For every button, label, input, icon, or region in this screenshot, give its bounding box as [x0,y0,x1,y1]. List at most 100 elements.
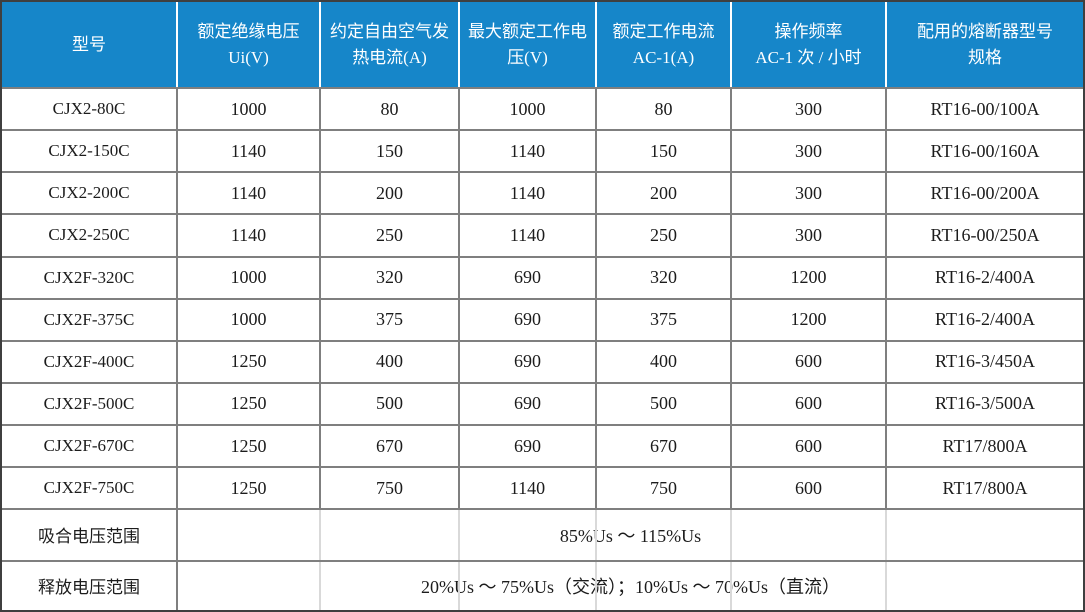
pickup-voltage-range: 85%Us ～ 115%Us [559,525,702,546]
faint-column-separator [885,510,887,560]
faint-column-separator [730,510,732,560]
cell-value: 320 [319,255,460,300]
table-row: CJX2-250C 1140 250 1140 250 300 RT16-00/250A [2,213,1083,258]
cell-value: RT17/800A [885,423,1083,469]
cell-value: RT16-00/160A [885,129,1083,174]
cell-value: 1250 [176,339,321,384]
faint-column-separator [730,561,732,610]
cell-model: CJX2-200C [2,171,178,216]
faint-column-separator [885,561,887,610]
col-header-working-current: 额定工作电流 AC-1(A) [595,2,732,89]
cell-value: 300 [730,171,887,216]
col-header-fuse-spec: 配用的熔断器型号规格 [885,2,1083,89]
cell-value: RT16-00/250A [885,213,1083,258]
faint-column-separator [595,510,597,560]
cell-value: 375 [595,297,732,342]
table-row: CJX2F-500C 1250 500 690 500 600 RT16-3/500A [2,381,1083,427]
cell-value: 1200 [730,255,887,300]
footer-label-pickup-voltage: 吸合电压范围 [2,508,178,562]
faint-column-separator [319,561,321,610]
cell-model: CJX2F-400C [2,339,178,384]
cell-value: 300 [730,86,887,132]
cell-value: 1140 [176,171,321,216]
header-row: 型号 额定绝缘电压 Ui(V) 约定自由空气发热电流(A) 最大额定工作电压(V… [2,2,1083,89]
cell-value: RT16-2/400A [885,255,1083,300]
cell-value: 600 [730,339,887,384]
footer-row-release-voltage: 释放电压范围 20%Us ～ 75%Us（交流）；10%Us ～ 70%Us（直… [2,559,1083,610]
cell-value: 150 [319,129,460,174]
cell-model: CJX2-150C [2,129,178,174]
cell-value: 400 [595,339,732,384]
cell-value: 690 [458,423,597,469]
cell-value: RT16-00/200A [885,171,1083,216]
cell-model: CJX2F-320C [2,255,178,300]
cell-value: RT16-3/500A [885,381,1083,427]
cell-value: RT16-00/100A [885,86,1083,132]
cell-model: CJX2F-750C [2,466,178,511]
table-row: CJX2F-670C 1250 670 690 670 600 RT17/800A [2,423,1083,469]
cell-value: 1140 [458,466,597,511]
cell-value: 1000 [176,297,321,342]
cell-value: 1140 [458,129,597,174]
col-header-operating-frequency: 操作频率 AC-1 次 / 小时 [730,2,887,89]
cell-value: 250 [595,213,732,258]
faint-column-separator [595,561,597,610]
cell-value: 1250 [176,466,321,511]
cell-value: 1140 [176,213,321,258]
table-row: CJX2F-400C 1250 400 690 400 600 RT16-3/450A [2,339,1083,384]
table-footer: 吸合电压范围 85%Us ～ 115%Us 释放电压范围 [2,508,1083,610]
faint-column-separator [458,561,460,610]
cell-model: CJX2F-500C [2,381,178,427]
cell-value: 500 [319,381,460,427]
cell-value: 250 [319,213,460,258]
table-row: CJX2F-750C 1250 750 1140 750 600 RT17/800A [2,466,1083,511]
cell-value: 1000 [176,86,321,132]
footer-label-release-voltage: 释放电压范围 [2,559,178,610]
cell-value: 1250 [176,381,321,427]
cell-value: 690 [458,255,597,300]
cell-value: RT16-3/450A [885,339,1083,384]
cell-value: 320 [595,255,732,300]
cell-value: 375 [319,297,460,342]
release-voltage-range: 20%Us ～ 75%Us（交流）；10%Us ～ 70%Us（直流） [421,576,840,597]
cell-value: 150 [595,129,732,174]
table-row: CJX2-80C 1000 80 1000 80 300 RT16-00/100A [2,86,1083,132]
faint-column-separator [458,510,460,560]
cell-value: 300 [730,213,887,258]
cell-model: CJX2F-375C [2,297,178,342]
cell-value: 690 [458,381,597,427]
cell-model: CJX2-250C [2,213,178,258]
cell-value: 300 [730,129,887,174]
cell-value: 600 [730,423,887,469]
cell-value: 1140 [176,129,321,174]
cell-value: 690 [458,297,597,342]
cell-model: CJX2-80C [2,86,178,132]
cell-value: 200 [319,171,460,216]
table-row: CJX2F-320C 1000 320 690 320 1200 RT16-2/400A [2,255,1083,300]
cell-value: 1140 [458,213,597,258]
footer-value-release-voltage: 20%Us ～ 75%Us（交流）；10%Us ～ 70%Us（直流） [176,559,1083,610]
footer-row-pickup-voltage: 吸合电压范围 85%Us ～ 115%Us [2,508,1083,562]
cell-value: 750 [595,466,732,511]
cell-value: 1000 [458,86,597,132]
cell-value: 600 [730,466,887,511]
cell-value: RT17/800A [885,466,1083,511]
cell-value: 80 [319,86,460,132]
col-header-thermal-current: 约定自由空气发热电流(A) [319,2,460,89]
table-header: 型号 额定绝缘电压 Ui(V) 约定自由空气发热电流(A) 最大额定工作电压(V… [2,2,1083,89]
cell-value: 400 [319,339,460,384]
cell-value: 670 [595,423,732,469]
cell-value: 200 [595,171,732,216]
cell-value: 690 [458,339,597,384]
cell-value: 600 [730,381,887,427]
table-row: CJX2-150C 1140 150 1140 150 300 RT16-00/160A [2,129,1083,174]
cell-value: 1200 [730,297,887,342]
table-row: CJX2F-375C 1000 375 690 375 1200 RT16-2/400A [2,297,1083,342]
faint-column-separator [319,510,321,560]
cell-value: RT16-2/400A [885,297,1083,342]
col-header-model: 型号 [2,2,178,89]
col-header-insulation-voltage: 额定绝缘电压 Ui(V) [176,2,321,89]
cell-value: 670 [319,423,460,469]
